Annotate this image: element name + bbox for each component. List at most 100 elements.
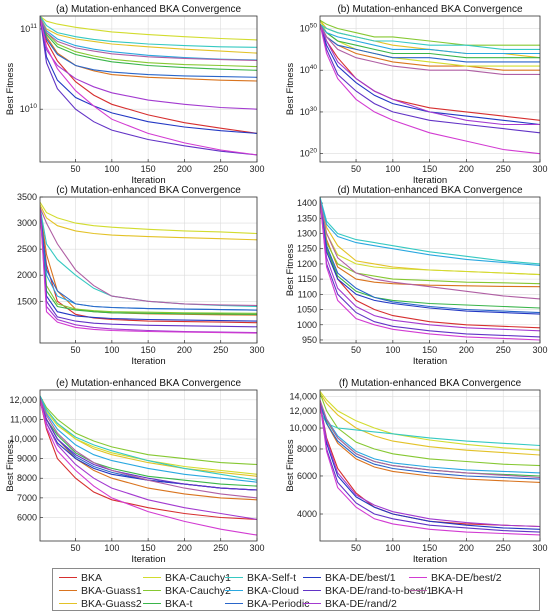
legend-item: BKA-Periodic: [225, 598, 309, 611]
series-line-bka-cauchy2: [40, 207, 257, 314]
plot-area: [40, 390, 257, 541]
y-axis-label: Best Fitness: [5, 439, 16, 492]
chart-title: (a) Mutation-enhanced BKA Convergence: [56, 4, 242, 15]
legend-label: BKA-Periodic: [247, 598, 310, 610]
x-tick-label: 200: [459, 345, 474, 355]
series-line-bka-de-rand-2: [320, 403, 540, 528]
series-line-bka-de-rand-to-best-1: [40, 207, 257, 328]
x-tick-label: 250: [213, 164, 228, 174]
x-tick-label: 150: [422, 164, 437, 174]
x-tick-label: 150: [141, 164, 156, 174]
y-tick-label: 8000: [297, 444, 317, 454]
axes-frame: [319, 389, 541, 542]
series-line-bka-de-best-1: [320, 199, 540, 315]
chart-panel-3: 1500 2000 2500 3000 3500 50 100 150 200 250 300 (c)…: [17, 185, 265, 367]
legend-swatch: [303, 576, 321, 578]
legend-item: BKA-Cloud: [225, 585, 299, 598]
y-tick-label: 950: [302, 335, 317, 345]
series-line-bka-cauchy2: [320, 393, 540, 467]
series-line-bka-de-rand-2: [40, 399, 257, 520]
series-line-bka-cauchy2: [320, 19, 540, 46]
legend-swatch: [409, 576, 427, 578]
series-line-bka-guass1: [320, 403, 540, 483]
legend-swatch: [303, 589, 321, 591]
axes-frame: [319, 196, 541, 344]
chart-panel-2: 1020 1030 1040 1050 50 100 150 200 250 300 (b) Mut…: [285, 4, 548, 186]
series-line-bka-de-best-1: [40, 207, 257, 322]
y-tick-label: 1050: [297, 305, 317, 315]
x-tick-label: 100: [104, 345, 119, 355]
y-tick-label: 1011: [20, 23, 37, 34]
chart-panel-6: 4000 6000 8000 10,000 12,000 14,000 50 100 150 20…: [285, 378, 548, 565]
x-tick-label: 300: [532, 345, 547, 355]
x-tick-label: 150: [141, 345, 156, 355]
series-line-bka-t: [320, 23, 540, 59]
y-tick-label: 1100: [298, 289, 317, 299]
chart-panel-5: 6000 7000 8000 9000 10,000 11,000 12,000 50 100 1…: [5, 378, 265, 565]
axes-frame: [39, 15, 258, 163]
series-line-bka-t: [320, 199, 540, 309]
legend-item: BKA-DE/rand-to-best/1: [303, 585, 432, 598]
series-line-bka-periodic: [320, 24, 540, 63]
y-tick-label: 1000: [297, 320, 317, 330]
legend-label: BKA: [81, 572, 103, 584]
series-line-bka-de-best-2: [40, 399, 257, 536]
series-line-bka-cauchy2: [40, 395, 257, 466]
series-line-bka: [40, 207, 257, 324]
series-line-bka-guass2: [320, 392, 540, 456]
y-tick-label: 6000: [17, 512, 37, 522]
x-tick-label: 200: [459, 543, 474, 553]
y-tick-label: 2500: [17, 244, 37, 254]
series-line-bka-de-best-2: [40, 17, 257, 156]
series-line-bka-de-rand-to-best-1: [40, 17, 257, 156]
x-tick-label: 250: [496, 164, 511, 174]
series-line-bka-de-best-1: [320, 24, 540, 126]
legend-swatch: [143, 576, 161, 578]
series-line-bka-self-t: [320, 197, 540, 265]
chart-title: (f) Mutation-enhanced BKA Convergence: [339, 378, 522, 389]
chart-panel-1: 1010 1011 50 100 150 200 250 300 (a) Mutation-en…: [5, 4, 265, 186]
x-tick-label: 100: [104, 164, 119, 174]
x-tick-label: 300: [249, 345, 264, 355]
x-tick-label: 100: [385, 164, 400, 174]
series-line-bka-cloud: [320, 23, 540, 55]
legend-item: BKA-DE/best/1: [303, 572, 396, 585]
x-tick-label: 150: [422, 345, 437, 355]
series-line-bka-self-t: [320, 23, 540, 50]
series-line-bka-de-best-2: [320, 24, 540, 155]
legend-item: BKA-t: [143, 598, 192, 611]
series-line-bka-de-best-1: [40, 17, 257, 134]
chart-title: (c) Mutation-enhanced BKA Convergence: [56, 185, 241, 196]
x-tick-label: 150: [422, 543, 437, 553]
legend-label: BKA-DE/best/2: [431, 572, 502, 584]
series-line-bka-de-rand-to-best-1: [40, 399, 257, 491]
legend-swatch: [59, 576, 77, 578]
y-tick-label: 2000: [17, 270, 37, 280]
series-line-bka-periodic: [40, 17, 257, 78]
x-tick-label: 200: [177, 543, 192, 553]
y-axis-label: Best Fitness: [285, 63, 296, 116]
series-line-bka-h: [320, 24, 540, 75]
series-line-bka-cauchy1: [320, 390, 540, 451]
x-axis-label: Iteration: [413, 554, 447, 565]
y-tick-label: 12,000: [289, 406, 317, 416]
legend-swatch: [143, 589, 161, 591]
series-line-bka-de-best-2: [40, 207, 257, 334]
legend-swatch: [59, 602, 77, 604]
x-tick-label: 50: [71, 543, 81, 553]
y-axis-label: Best Fitness: [285, 244, 296, 297]
y-tick-label: 14,000: [289, 391, 317, 401]
x-tick-label: 150: [141, 543, 156, 553]
series-line-bka-cauchy1: [40, 395, 257, 475]
x-tick-label: 300: [532, 543, 547, 553]
series-line-bka-cloud: [320, 198, 540, 266]
x-axis-label: Iteration: [131, 554, 165, 565]
series-line-bka-t: [40, 17, 257, 71]
legend-item: BKA: [59, 572, 102, 585]
y-tick-label: 10,000: [289, 423, 317, 433]
series-line-bka: [40, 17, 257, 134]
x-axis-label: Iteration: [131, 175, 165, 186]
y-tick-label: 1020: [300, 148, 318, 159]
y-axis-label: Best Fitness: [5, 63, 16, 116]
